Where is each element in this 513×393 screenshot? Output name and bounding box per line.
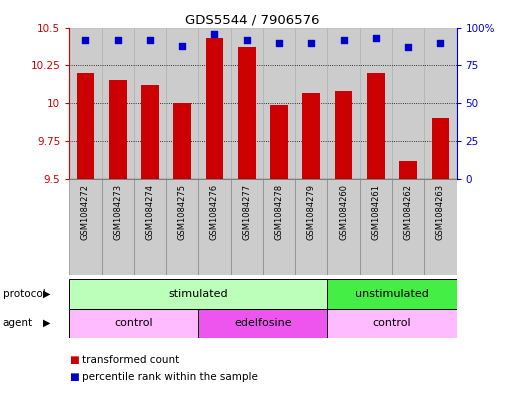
Bar: [238, 47, 255, 179]
Text: ▶: ▶: [44, 318, 51, 328]
Text: ▶: ▶: [44, 289, 51, 299]
Point: [146, 37, 154, 43]
Point: [404, 44, 412, 50]
Text: edelfosine: edelfosine: [234, 318, 292, 328]
Point: [275, 39, 283, 46]
Bar: [134, 28, 166, 179]
Bar: [327, 179, 360, 275]
Text: control: control: [114, 318, 153, 328]
Bar: [334, 91, 352, 179]
Text: GSM1084274: GSM1084274: [146, 184, 154, 240]
Bar: [141, 85, 159, 179]
Bar: [173, 103, 191, 179]
Text: percentile rank within the sample: percentile rank within the sample: [82, 372, 258, 382]
Bar: [392, 179, 424, 275]
Bar: [327, 28, 360, 179]
Text: GSM1084272: GSM1084272: [81, 184, 90, 240]
Bar: [69, 179, 102, 275]
Text: GSM1084275: GSM1084275: [177, 184, 187, 240]
Bar: [327, 279, 457, 309]
Bar: [424, 179, 457, 275]
Bar: [102, 179, 134, 275]
Text: GSM1084261: GSM1084261: [371, 184, 380, 240]
Point: [113, 37, 122, 43]
Bar: [231, 28, 263, 179]
Text: protocol: protocol: [3, 289, 45, 299]
Bar: [199, 28, 231, 179]
Bar: [392, 28, 424, 179]
Text: GSM1084279: GSM1084279: [307, 184, 316, 240]
Bar: [295, 28, 327, 179]
Bar: [166, 179, 199, 275]
Text: agent: agent: [3, 318, 33, 328]
Text: GDS5544 / 7906576: GDS5544 / 7906576: [185, 14, 320, 27]
Bar: [76, 73, 94, 179]
Bar: [360, 28, 392, 179]
Point: [372, 35, 380, 41]
Text: GSM1084262: GSM1084262: [404, 184, 412, 240]
Text: ■: ■: [69, 354, 79, 365]
Text: GSM1084277: GSM1084277: [242, 184, 251, 240]
Bar: [270, 105, 288, 179]
Bar: [399, 161, 417, 179]
Bar: [231, 179, 263, 275]
Bar: [327, 309, 457, 338]
Bar: [166, 28, 199, 179]
Bar: [360, 179, 392, 275]
Text: GSM1084276: GSM1084276: [210, 184, 219, 240]
Text: control: control: [373, 318, 411, 328]
Bar: [295, 179, 327, 275]
Bar: [199, 309, 327, 338]
Bar: [69, 309, 199, 338]
Text: ■: ■: [69, 372, 79, 382]
Text: stimulated: stimulated: [169, 289, 228, 299]
Text: unstimulated: unstimulated: [355, 289, 429, 299]
Bar: [69, 28, 102, 179]
Bar: [109, 81, 127, 179]
Bar: [102, 28, 134, 179]
Point: [307, 39, 315, 46]
Point: [81, 37, 89, 43]
Point: [437, 39, 445, 46]
Bar: [69, 279, 327, 309]
Bar: [263, 28, 295, 179]
Text: GSM1084278: GSM1084278: [274, 184, 284, 240]
Point: [243, 37, 251, 43]
Bar: [431, 118, 449, 179]
Bar: [263, 179, 295, 275]
Bar: [134, 179, 166, 275]
Point: [210, 30, 219, 37]
Point: [340, 37, 348, 43]
Bar: [206, 38, 223, 179]
Bar: [424, 28, 457, 179]
Text: GSM1084263: GSM1084263: [436, 184, 445, 240]
Bar: [303, 93, 320, 179]
Bar: [367, 73, 385, 179]
Text: transformed count: transformed count: [82, 354, 180, 365]
Text: GSM1084273: GSM1084273: [113, 184, 122, 240]
Point: [178, 42, 186, 49]
Text: GSM1084260: GSM1084260: [339, 184, 348, 240]
Bar: [199, 179, 231, 275]
